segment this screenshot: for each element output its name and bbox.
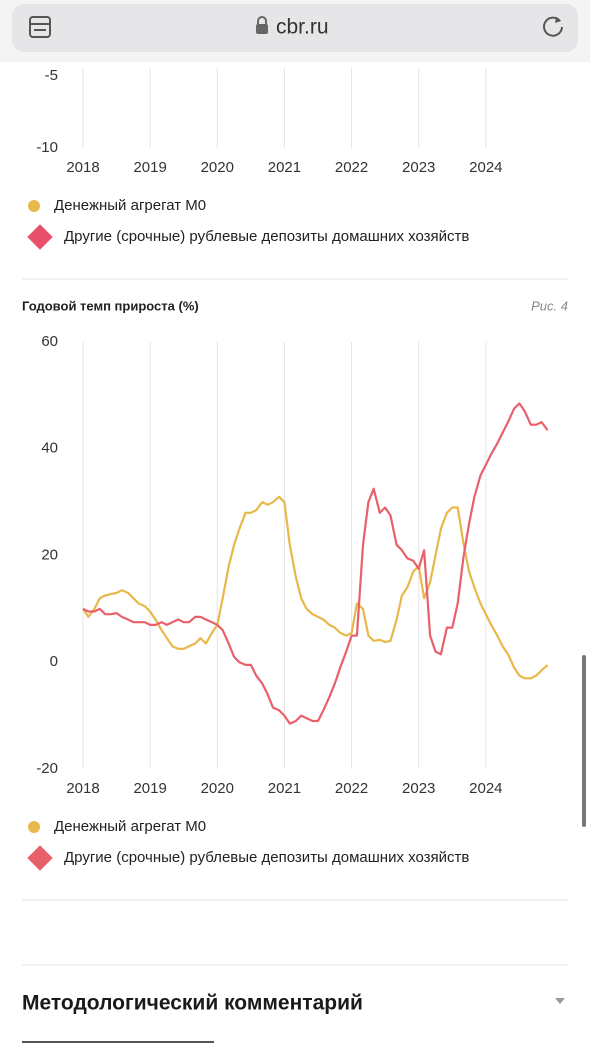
x-tick-label: 2019: [133, 780, 166, 797]
legend-label: Другие (срочные) рублевые депозиты домаш…: [64, 849, 469, 866]
series-line: [82, 402, 549, 725]
url: cbr.ru: [276, 16, 329, 39]
x-tick-label: 2019: [133, 159, 166, 176]
legend-label: Другие (срочные) рублевые депозиты домаш…: [64, 228, 469, 245]
reload-arrow: [555, 17, 561, 23]
x-tick-label: 2024: [469, 159, 502, 176]
x-tick-label: 2022: [335, 159, 368, 176]
address-bar[interactable]: [12, 4, 578, 52]
legend-marker: [28, 821, 40, 833]
chart-title: Годовой темп прироста (%): [22, 298, 199, 313]
x-tick-label: 2023: [402, 780, 435, 797]
legend-label: Денежный агрегат M0: [54, 818, 206, 835]
x-tick-label: 2018: [66, 780, 99, 797]
x-tick-label: 2018: [66, 159, 99, 176]
reload-icon[interactable]: [543, 16, 563, 37]
scrollbar: [582, 655, 586, 827]
x-tick-label: 2024: [469, 780, 502, 797]
legend-marker: [27, 224, 53, 250]
legend-marker: [27, 845, 53, 871]
section-heading[interactable]: Методологический комментарий: [22, 992, 363, 1015]
x-tick-label: 2023: [402, 159, 435, 176]
legend-marker: [28, 200, 40, 212]
y-tick-label: 20: [41, 546, 58, 563]
x-tick-label: 2021: [268, 780, 301, 797]
menu-icon[interactable]: [29, 16, 51, 38]
legend-label: Денежный агрегат M0: [54, 197, 206, 214]
y-tick-label: -10: [36, 139, 58, 156]
x-tick-label: 2020: [201, 780, 234, 797]
lock-icon: [256, 16, 268, 34]
figure-label: Рис. 4: [531, 298, 568, 313]
y-tick-label: -5: [45, 67, 58, 84]
x-tick-label: 2020: [201, 159, 234, 176]
y-tick-label: 40: [41, 440, 58, 457]
y-tick-label: -20: [36, 760, 58, 777]
expand-arrow[interactable]: [555, 998, 565, 1004]
series-line: [82, 495, 549, 680]
y-tick-label: 60: [41, 333, 58, 350]
x-tick-label: 2022: [335, 780, 368, 797]
x-tick-label: 2021: [268, 159, 301, 176]
y-tick-label: 0: [50, 653, 58, 670]
